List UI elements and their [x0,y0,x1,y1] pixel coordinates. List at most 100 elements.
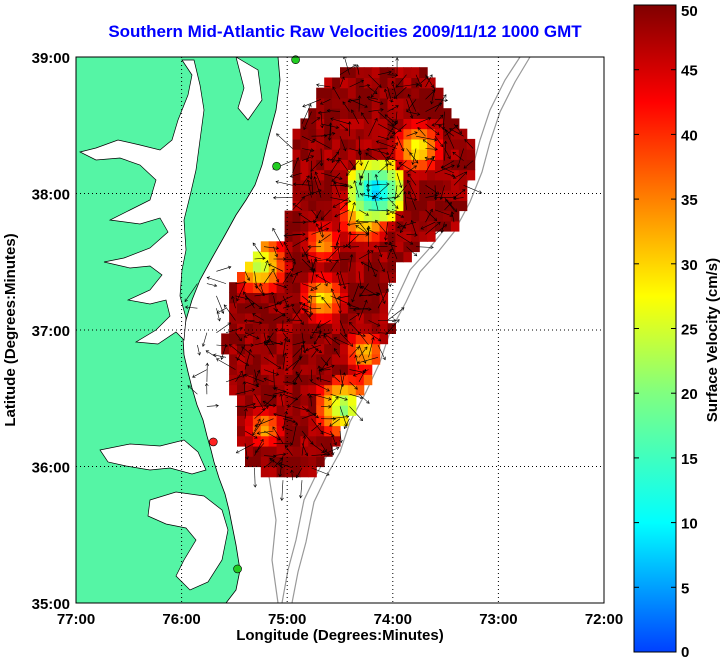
velocity-arrowhead [280,341,284,345]
velocity-cell [411,159,420,171]
velocity-arrowhead [344,202,348,206]
velocity-cell [411,169,420,181]
velocity-arrow [407,173,417,186]
velocity-arrow [301,443,308,456]
velocity-arrow [396,136,404,152]
velocity-arrowhead [307,295,312,299]
velocity-cell [284,353,294,365]
velocity-arrow [434,99,448,101]
velocity-cell [403,169,412,181]
velocity-cell [316,220,325,232]
velocity-cell [371,128,381,140]
velocity-cell [252,353,262,365]
velocity-arrowhead [373,244,377,249]
velocity-arrowhead [312,138,317,143]
velocity-cell [435,118,444,130]
velocity-cell [324,108,333,119]
velocity-cell [395,200,404,212]
velocity-arrowhead [328,397,332,401]
velocity-arrow [244,374,265,383]
velocity-arrow [444,141,446,161]
velocity-cell [292,251,301,263]
velocity-arrow [444,148,451,159]
velocity-cell [379,282,389,293]
velocity-arrowhead [414,160,419,164]
velocity-cell [347,67,357,78]
velocity-cell [458,179,468,191]
velocity-cell [316,87,325,99]
velocity-arrow [376,141,398,149]
velocity-cell [292,138,301,150]
velocity-arrow [349,80,364,88]
velocity-arrow [307,179,312,198]
velocity-arrowhead [374,173,379,178]
velocity-arrow [361,261,379,272]
velocity-cell [355,67,365,78]
velocity-arrowhead [299,495,303,499]
velocity-cell [395,210,404,222]
velocity-cell [332,435,341,447]
velocity-arrowhead [436,131,440,136]
velocity-cell [300,415,309,427]
velocity-arrowhead [330,288,335,292]
velocity-cell [355,272,365,283]
velocity-cell [443,108,452,119]
velocity-arrow [309,295,312,318]
velocity-arrowhead [338,310,342,314]
velocity-cell [316,159,325,171]
velocity-arrow [374,195,379,210]
velocity-cell [237,302,246,314]
velocity-cell [340,272,349,283]
velocity-cell [276,302,286,314]
velocity-cell [229,364,238,375]
velocity-cell [308,312,317,324]
velocity-arrow [273,246,278,257]
velocity-cell [340,159,349,171]
velocity-arrowhead [352,373,357,377]
velocity-arrowhead [388,283,392,288]
velocity-arrow [434,114,444,125]
velocity-arrow [349,307,372,310]
velocity-cell [332,323,341,334]
velocity-arrowhead [433,217,438,222]
velocity-arrowhead [309,378,314,383]
velocity-arrow [442,111,445,130]
velocity-cell [245,456,254,468]
velocity-cell [371,333,381,345]
velocity-arrowhead [236,297,240,302]
velocity-arrowhead [264,340,268,345]
velocity-arrowhead [360,79,365,84]
velocity-arrow [273,443,293,445]
velocity-cell [324,415,333,427]
velocity-arrow [387,209,404,218]
velocity-cell [252,312,262,324]
velocity-cell [363,67,373,78]
velocity-arrowhead [416,112,421,116]
velocity-arrowhead [192,374,196,378]
velocity-arrow [339,76,345,88]
velocity-arrowhead [334,246,338,250]
velocity-cell [284,466,294,478]
velocity-arrow [387,105,399,112]
velocity-cell [387,210,396,222]
velocity-arrowhead [432,89,436,93]
velocity-cell [347,77,357,89]
velocity-cell [252,343,262,355]
velocity-cell [292,405,301,416]
velocity-arrow [327,110,341,112]
velocity-arrow [244,443,248,460]
velocity-cell [308,190,317,201]
velocity-cell [276,374,286,386]
lon-tick-label: 74:00 [374,611,412,628]
velocity-cell [395,220,404,232]
velocity-arrow [311,443,325,453]
velocity-arrowhead [251,302,255,307]
velocity-arrow [377,163,389,174]
velocity-arrow [292,261,296,272]
velocity-arrowhead [326,257,330,262]
velocity-arrowhead [357,95,362,99]
velocity-arrowhead [315,223,320,227]
velocity-arrowhead [248,348,252,353]
velocity-arrow [320,357,329,366]
velocity-arrow [263,246,279,249]
